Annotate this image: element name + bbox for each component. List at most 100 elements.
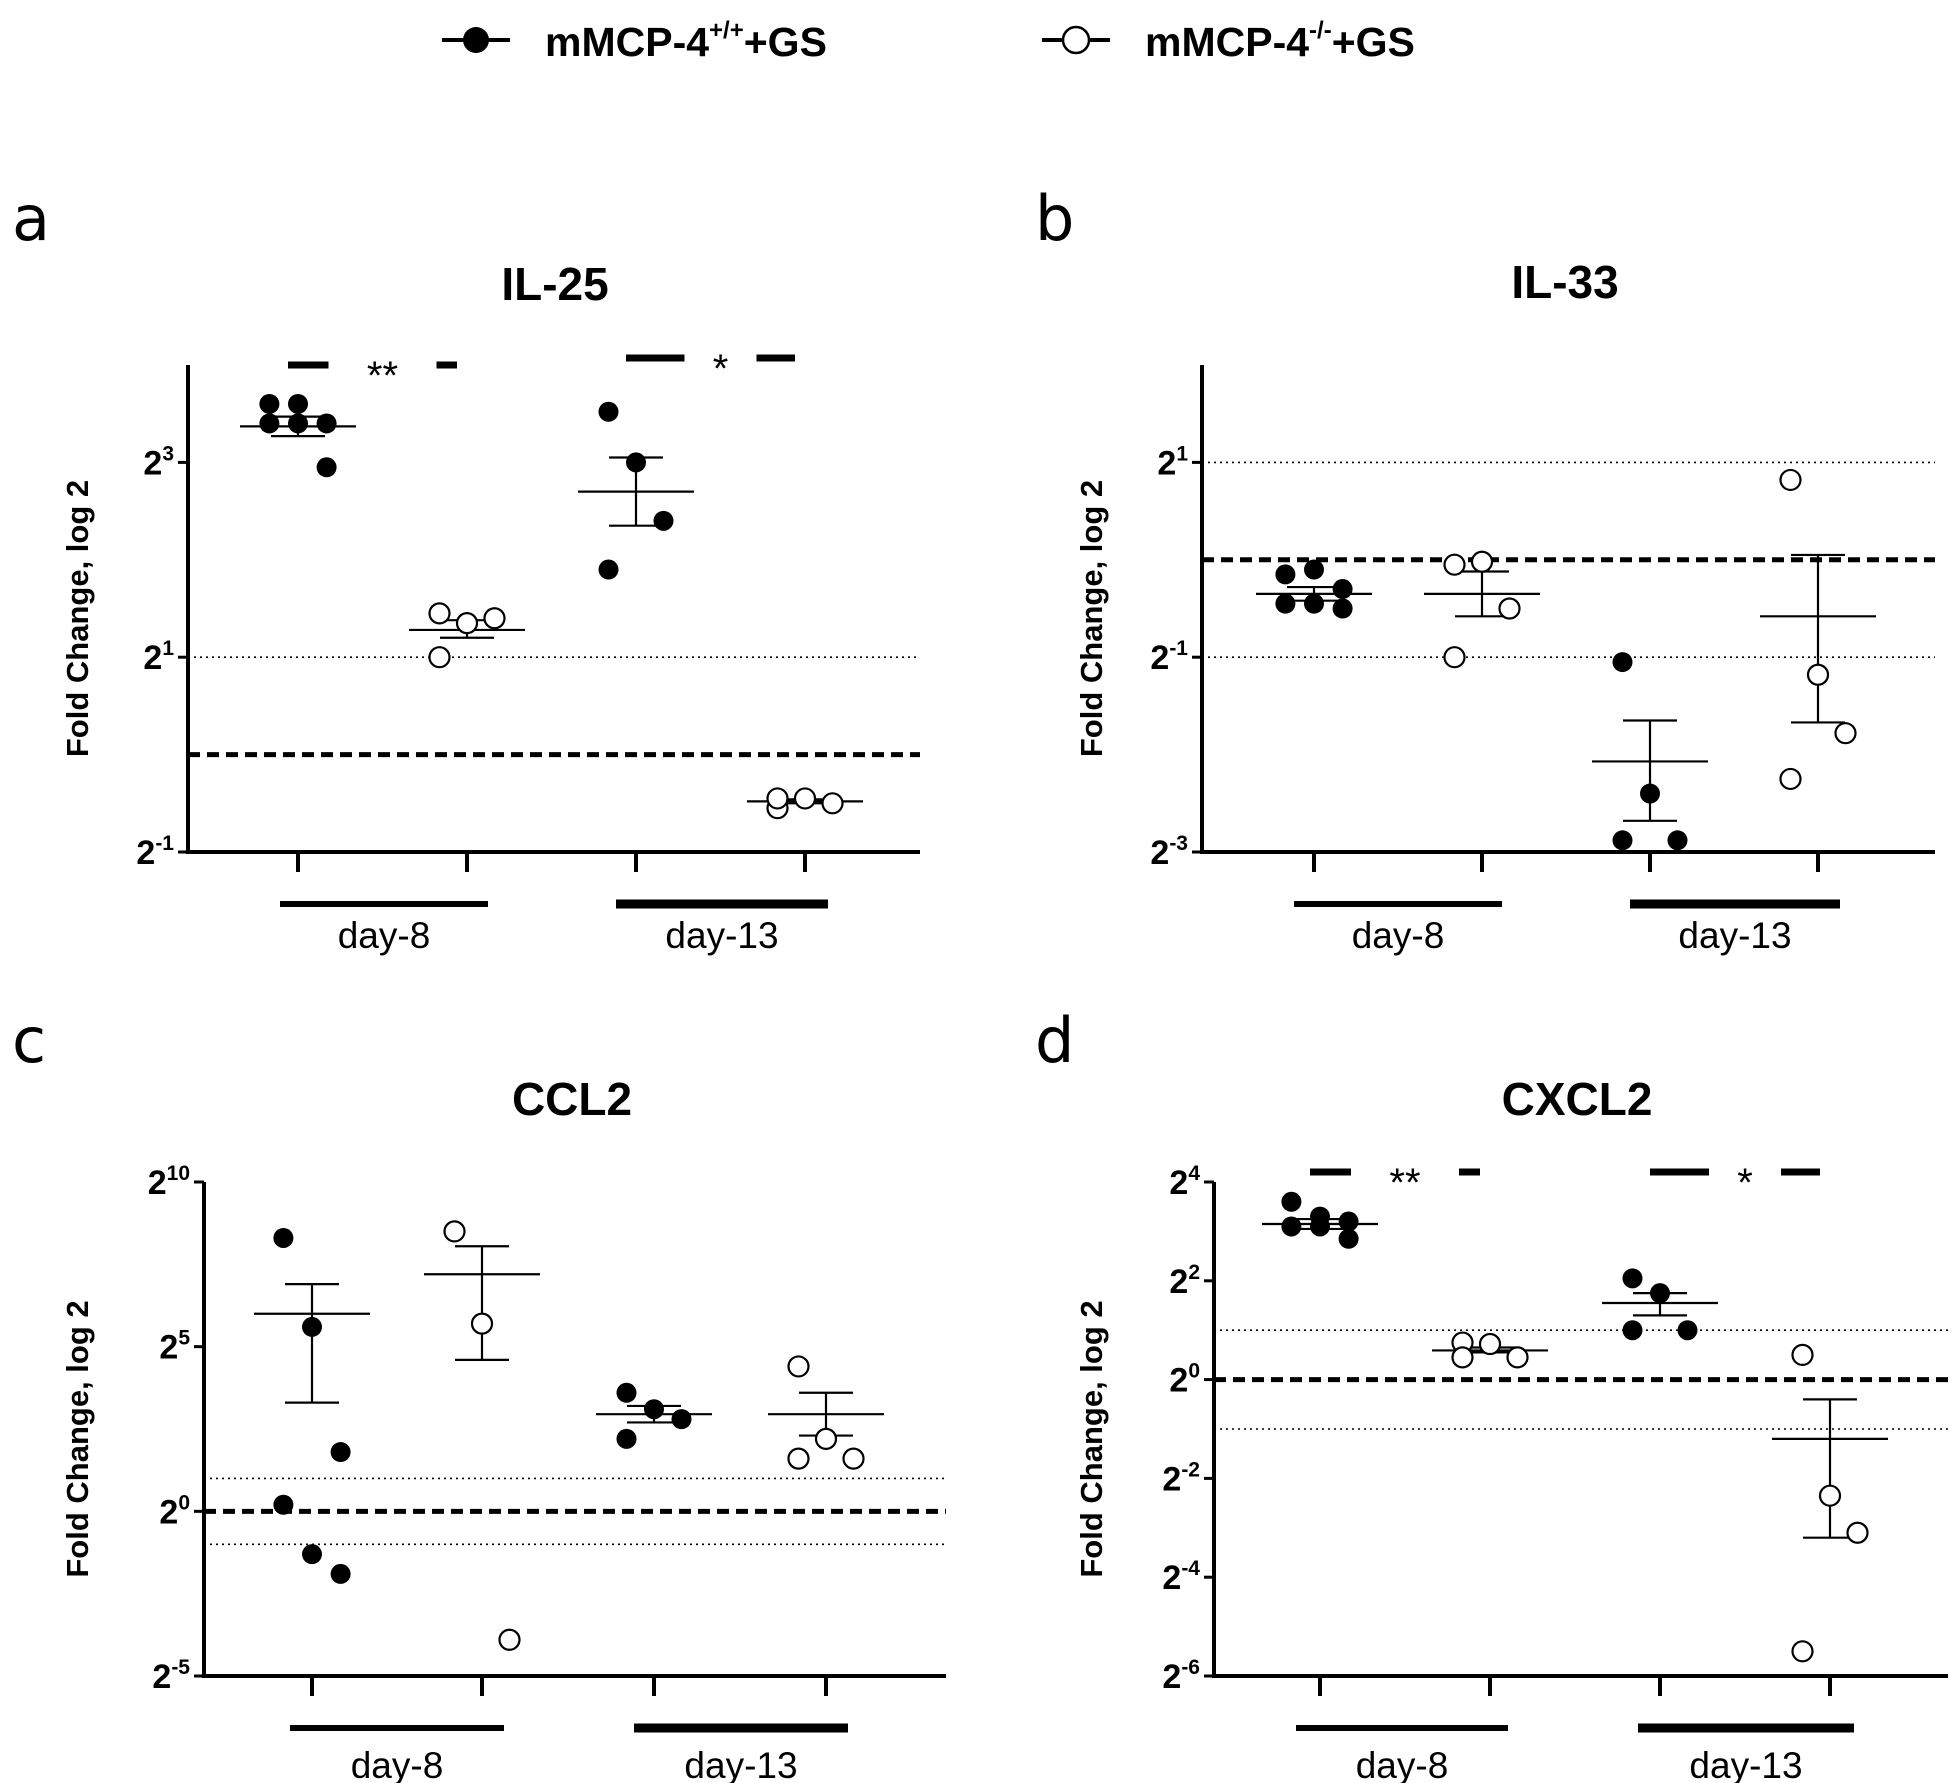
data-point bbox=[1304, 593, 1324, 614]
data-point bbox=[455, 612, 479, 635]
y-tick-label: 21 bbox=[1157, 442, 1188, 482]
panel-a: a IL-25 2-1 21 23 Fold Change, log 2 day-8 day-… bbox=[12, 182, 920, 956]
y-tick-label: 22 bbox=[1169, 1261, 1200, 1301]
data-point bbox=[1332, 598, 1353, 619]
data-point bbox=[1612, 830, 1633, 851]
data-point bbox=[814, 1427, 838, 1450]
data-point bbox=[1779, 767, 1802, 791]
group-label: day-13 bbox=[665, 915, 778, 956]
data-point bbox=[1310, 1216, 1330, 1237]
data-point bbox=[1443, 646, 1466, 669]
group-label: day-13 bbox=[684, 1745, 797, 1783]
data-point bbox=[842, 1447, 865, 1470]
data-point bbox=[1451, 1346, 1474, 1369]
y-axis-label: Fold Change, log 2 bbox=[60, 1300, 95, 1577]
data-point bbox=[316, 413, 337, 434]
data-point bbox=[1281, 1216, 1302, 1237]
y-tick-label: 24 bbox=[1169, 1162, 1200, 1202]
legend-entry: mMCP-4+/++GS bbox=[442, 17, 827, 65]
y-axis-label: Fold Change, log 2 bbox=[1074, 480, 1109, 757]
data-point bbox=[653, 510, 674, 531]
data-point bbox=[787, 1447, 810, 1470]
data-point bbox=[821, 792, 844, 815]
data-point bbox=[1779, 468, 1802, 492]
group-label: day-8 bbox=[338, 915, 431, 956]
data-column bbox=[1256, 559, 1372, 619]
legend-marker bbox=[463, 27, 489, 53]
data-column bbox=[409, 602, 525, 669]
data-point bbox=[428, 602, 451, 625]
data-column bbox=[768, 1355, 884, 1470]
data-point bbox=[470, 1312, 494, 1335]
chart-title: CXCL2 bbox=[1502, 1073, 1653, 1125]
legend-marker bbox=[1061, 25, 1091, 55]
data-point bbox=[1677, 1320, 1698, 1341]
data-point bbox=[330, 1563, 351, 1584]
y-tick-label: 2-1 bbox=[1150, 637, 1188, 677]
y-tick-label: 2-5 bbox=[152, 1656, 190, 1696]
panels: a IL-25 2-1 21 23 Fold Change, log 2 day-8 day-… bbox=[12, 182, 1948, 1783]
data-point bbox=[1612, 652, 1633, 673]
legend: mMCP-4+/++GS mMCP-4-/-+GS bbox=[442, 17, 1415, 65]
data-point bbox=[1667, 830, 1688, 851]
panel-c: c CCL2 2-5 20 25 210 Fold Change, log 2 day-8 da… bbox=[12, 1004, 946, 1783]
data-column bbox=[1772, 1343, 1888, 1663]
group-label: day-13 bbox=[1678, 915, 1791, 956]
panel-letter: d bbox=[1035, 1004, 1074, 1077]
data-point bbox=[671, 1409, 692, 1430]
data-point bbox=[1304, 559, 1324, 580]
data-point bbox=[1478, 1332, 1502, 1356]
y-tick-label: 2-4 bbox=[1162, 1557, 1200, 1597]
data-column bbox=[254, 1227, 370, 1584]
data-point bbox=[273, 1494, 294, 1515]
y-axis-label: Fold Change, log 2 bbox=[60, 480, 95, 757]
y-tick-label: 2-3 bbox=[1150, 832, 1188, 872]
data-column bbox=[596, 1382, 712, 1449]
significance-label: ** bbox=[1389, 1161, 1420, 1205]
y-tick-label: 2-2 bbox=[1162, 1458, 1200, 1498]
y-tick-label: 20 bbox=[1169, 1360, 1200, 1400]
chart-title: CCL2 bbox=[512, 1073, 632, 1125]
y-tick-label: 2-1 bbox=[136, 832, 174, 872]
group-label: day-8 bbox=[351, 1745, 444, 1783]
y-tick-label: 23 bbox=[143, 442, 174, 482]
data-column bbox=[424, 1220, 540, 1651]
y-tick-label: 2-6 bbox=[1162, 1656, 1200, 1696]
data-point bbox=[1506, 1346, 1529, 1369]
data-column bbox=[1262, 1191, 1378, 1249]
significance-label: ** bbox=[367, 354, 398, 398]
data-column bbox=[1602, 1268, 1718, 1341]
y-tick-label: 25 bbox=[159, 1327, 190, 1367]
panel-letter: b bbox=[1035, 182, 1074, 255]
data-point bbox=[1640, 783, 1660, 804]
significance-label: * bbox=[713, 347, 729, 391]
y-tick-label: 210 bbox=[148, 1162, 190, 1202]
y-tick-label: 21 bbox=[143, 637, 174, 677]
data-point bbox=[428, 646, 451, 669]
data-point bbox=[443, 1220, 466, 1243]
legend-entry: mMCP-4-/-+GS bbox=[1042, 17, 1415, 65]
data-column bbox=[1432, 1331, 1548, 1369]
group-label: day-13 bbox=[1689, 1745, 1802, 1783]
data-point bbox=[302, 1544, 322, 1565]
data-point bbox=[1332, 579, 1353, 600]
panel-letter: c bbox=[12, 1004, 46, 1077]
data-point bbox=[259, 393, 280, 414]
data-point bbox=[1338, 1211, 1359, 1232]
data-point bbox=[787, 1355, 810, 1378]
group-label: day-8 bbox=[1356, 1745, 1449, 1783]
data-point bbox=[644, 1399, 664, 1420]
data-point bbox=[1834, 722, 1857, 745]
data-point bbox=[498, 1628, 521, 1651]
data-point bbox=[1275, 564, 1296, 585]
panel-letter: a bbox=[12, 182, 50, 255]
data-point bbox=[483, 607, 506, 630]
data-point bbox=[1281, 1191, 1302, 1212]
panel-b: b IL-33 2-3 2-1 21 Fold Change, log 2 day-8 day… bbox=[1035, 182, 1935, 956]
data-point bbox=[626, 452, 646, 473]
data-column bbox=[1760, 468, 1876, 791]
legend-label: mMCP-4+/++GS bbox=[545, 17, 827, 65]
data-point bbox=[616, 1428, 637, 1449]
data-point bbox=[1806, 663, 1830, 686]
panel-d: d CXCL2 2-6 2-4 2-2 20 22 24 Fold Change, log 2 d… bbox=[1035, 1004, 1948, 1783]
